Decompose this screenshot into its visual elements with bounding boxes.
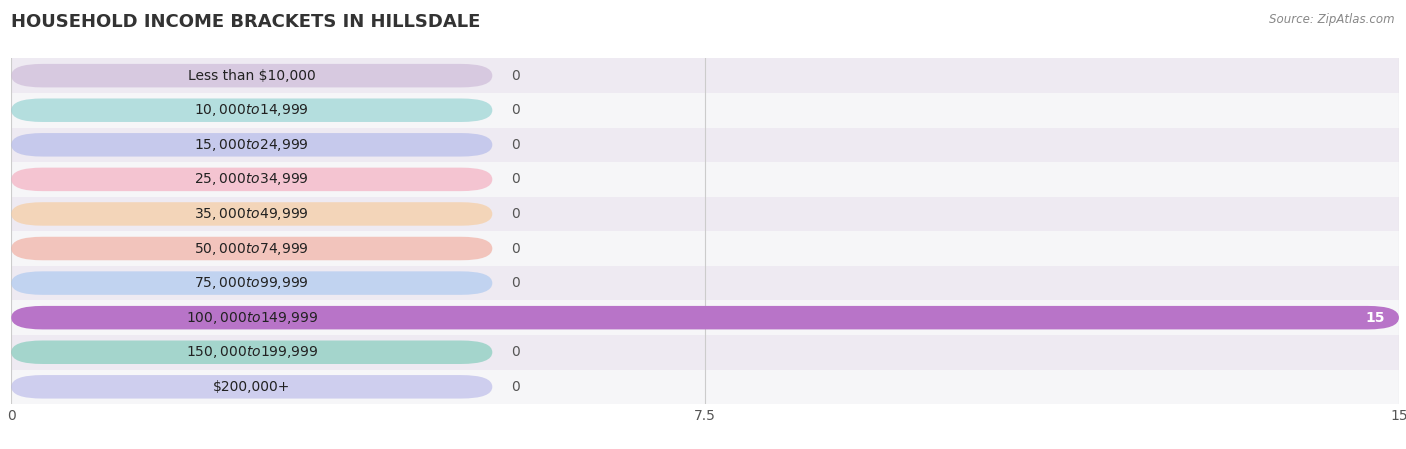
Bar — [0, 266, 1406, 300]
FancyBboxPatch shape — [11, 237, 492, 260]
Text: $25,000 to $34,999: $25,000 to $34,999 — [194, 172, 309, 187]
Bar — [0, 162, 1406, 197]
Bar — [0, 197, 1406, 231]
Text: 0: 0 — [510, 380, 520, 394]
FancyBboxPatch shape — [11, 306, 1399, 330]
Text: 0: 0 — [510, 276, 520, 290]
FancyBboxPatch shape — [11, 64, 492, 88]
Bar — [0, 335, 1406, 370]
Text: $100,000 to $149,999: $100,000 to $149,999 — [186, 310, 318, 326]
Bar — [0, 58, 1406, 93]
Text: 15: 15 — [1365, 311, 1385, 325]
FancyBboxPatch shape — [11, 340, 492, 364]
Text: 0: 0 — [510, 103, 520, 117]
Text: $75,000 to $99,999: $75,000 to $99,999 — [194, 275, 309, 291]
FancyBboxPatch shape — [11, 98, 492, 122]
Text: $35,000 to $49,999: $35,000 to $49,999 — [194, 206, 309, 222]
Text: 0: 0 — [510, 172, 520, 186]
Text: $50,000 to $74,999: $50,000 to $74,999 — [194, 241, 309, 256]
Bar — [0, 128, 1406, 162]
FancyBboxPatch shape — [11, 271, 492, 295]
Text: $150,000 to $199,999: $150,000 to $199,999 — [186, 344, 318, 360]
Text: 0: 0 — [510, 345, 520, 359]
Text: $10,000 to $14,999: $10,000 to $14,999 — [194, 102, 309, 118]
Bar — [0, 93, 1406, 128]
FancyBboxPatch shape — [11, 167, 492, 191]
Text: Less than $10,000: Less than $10,000 — [188, 69, 316, 83]
Text: $15,000 to $24,999: $15,000 to $24,999 — [194, 137, 309, 153]
Text: 0: 0 — [510, 242, 520, 255]
FancyBboxPatch shape — [11, 133, 492, 157]
FancyBboxPatch shape — [11, 375, 492, 399]
Text: Source: ZipAtlas.com: Source: ZipAtlas.com — [1270, 13, 1395, 26]
Text: $200,000+: $200,000+ — [214, 380, 291, 394]
Text: HOUSEHOLD INCOME BRACKETS IN HILLSDALE: HOUSEHOLD INCOME BRACKETS IN HILLSDALE — [11, 13, 481, 31]
Text: 0: 0 — [510, 138, 520, 152]
Bar — [0, 370, 1406, 404]
Bar — [0, 231, 1406, 266]
Text: 0: 0 — [510, 69, 520, 83]
Text: 0: 0 — [510, 207, 520, 221]
Bar — [0, 300, 1406, 335]
FancyBboxPatch shape — [11, 202, 492, 226]
